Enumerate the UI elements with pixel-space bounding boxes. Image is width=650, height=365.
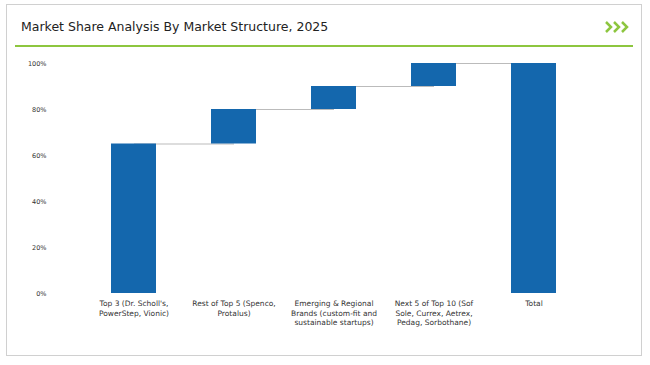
html-text:Market Share Analysis By Marke: Market Share Analysis By Market Structur… xyxy=(21,19,329,34)
svg-text:20%: 20% xyxy=(32,244,46,252)
svg-text:Emerging & RegionalBrands (cus: Emerging & RegionalBrands (custom-fit an… xyxy=(291,299,377,327)
svg-text:100%: 100% xyxy=(28,60,47,68)
svg-text:40%: 40% xyxy=(32,198,46,206)
svg-text:Rest of Top 5 (Spenco,Protalus: Rest of Top 5 (Spenco,Protalus) xyxy=(192,299,275,317)
svg-text:Top 3 (Dr. Scholl's,PowerStep,: Top 3 (Dr. Scholl's,PowerStep, Vionic) xyxy=(99,299,170,317)
svg-text:0%: 0% xyxy=(36,290,46,298)
svg-text:Next 5 of Top 10 (SofSole, Cur: Next 5 of Top 10 (SofSole, Currex, Aetre… xyxy=(395,299,474,327)
svg-text:80%: 80% xyxy=(32,106,46,114)
svg-text:Total: Total xyxy=(524,299,543,308)
svg-text:60%: 60% xyxy=(32,152,46,160)
